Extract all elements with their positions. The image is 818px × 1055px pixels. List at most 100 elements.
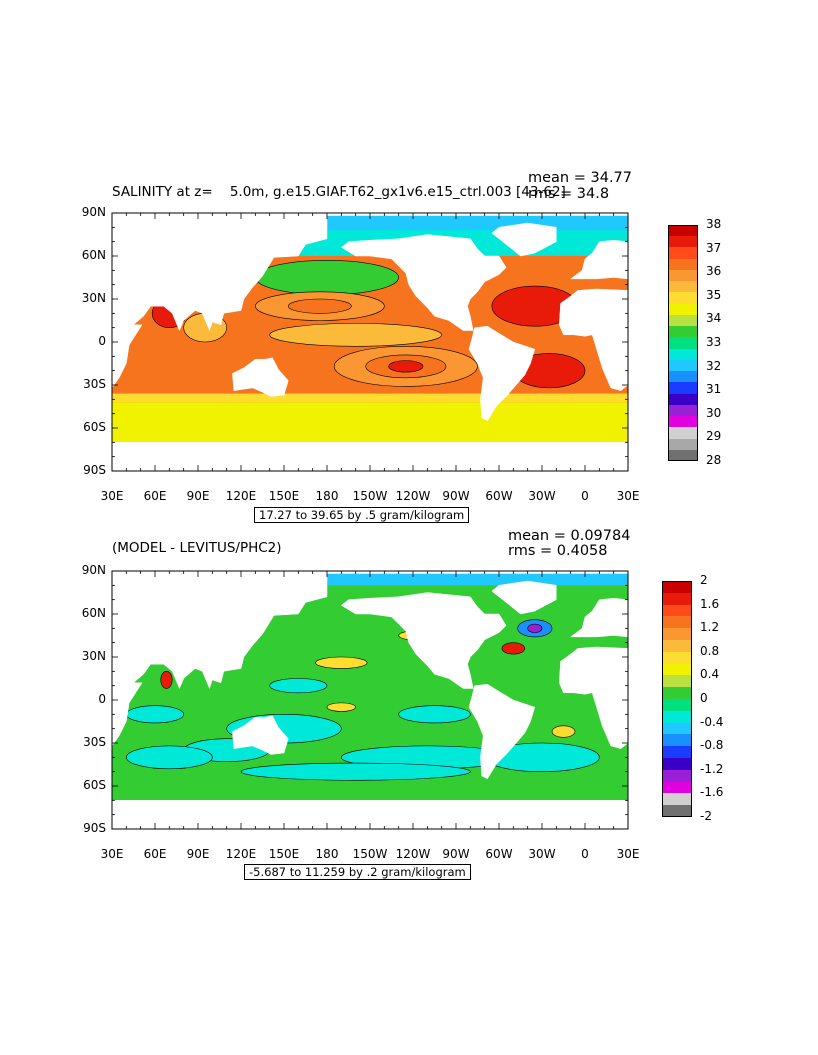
lon-tick-label: 120W — [395, 489, 431, 503]
colorbar-swatch — [668, 427, 698, 439]
mean-text: mean = 0.09784 — [508, 528, 631, 544]
colorbar-label: -0.4 — [700, 714, 724, 729]
difference-map — [111, 570, 629, 830]
lon-tick-label: 30E — [100, 489, 124, 503]
land-antarctica — [112, 442, 628, 471]
land-australia — [232, 715, 289, 755]
lon-tick-label: 60E — [143, 489, 167, 503]
colorbar-swatch — [668, 382, 698, 394]
lat-tick-label: 90N — [81, 563, 106, 577]
southern-ocean-band — [112, 402, 628, 450]
colorbar-label: 0.4 — [700, 667, 720, 682]
land-europeNW — [569, 597, 628, 638]
colorbar-label: -0.8 — [700, 738, 724, 753]
colorbar-label: 28 — [706, 453, 722, 467]
south-band — [112, 393, 628, 403]
colorbar-label: -1.2 — [700, 761, 724, 776]
lat-tick-label: 60N — [81, 248, 106, 262]
colorbar-label: 30 — [706, 405, 722, 420]
colorbar-swatch — [662, 746, 692, 758]
colorbar-label: 37 — [706, 240, 722, 255]
colorbar-swatch — [662, 758, 692, 770]
colorbar-swatch — [668, 393, 698, 405]
lon-tick-label: 120E — [225, 847, 257, 861]
colorbar-swatch — [668, 449, 698, 461]
lon-tick-label: 30E — [100, 847, 124, 861]
colorbar-swatch — [662, 651, 692, 664]
positive-anomaly — [551, 725, 576, 738]
colorbar-swatch — [662, 722, 692, 735]
strong-positive-anomaly — [160, 671, 173, 689]
north-pacific-low — [255, 259, 399, 296]
lon-tick-label: 90W — [442, 847, 470, 861]
lon-tick-label: 60E — [143, 847, 167, 861]
lon-tick-label: 150W — [352, 489, 388, 503]
negative-anomaly — [126, 745, 213, 770]
colorbar-label: 0.8 — [700, 643, 720, 658]
negative-anomaly — [240, 762, 471, 781]
negative-anomaly — [126, 705, 184, 724]
colorbar-swatch — [662, 769, 692, 782]
panel-title: (MODEL - LEVITUS/PHC2) — [112, 540, 282, 556]
land-europeNW — [569, 239, 628, 280]
panel-title: SALINITY at z= 5.0m, g.e15.GIAF.T62_gx1v… — [112, 184, 566, 200]
colorbar-label: 35 — [706, 287, 722, 302]
south-pacific-core — [388, 360, 424, 373]
lon-tick-label: 180 — [315, 489, 339, 503]
land-africaWest — [558, 288, 628, 391]
colorbar-swatch — [662, 793, 692, 806]
lon-tick-label: 150E — [268, 847, 300, 861]
colorbar-swatch — [668, 337, 698, 349]
north-pacific-core — [287, 298, 352, 314]
colorbar-swatch — [662, 616, 692, 629]
positive-anomaly — [315, 656, 368, 669]
colorbar-swatch — [668, 281, 698, 293]
lon-tick-label: 90E — [186, 847, 210, 861]
colorbar-swatch — [668, 416, 698, 428]
lat-tick-label: 30N — [81, 291, 106, 305]
colorbar-swatch — [662, 734, 692, 747]
colorbar-frame — [668, 225, 698, 461]
colorbar-label: 33 — [706, 335, 722, 349]
lon-tick-label: 0 — [581, 847, 589, 861]
strong-positive-anomaly — [501, 642, 526, 655]
colorbar-swatch — [662, 675, 692, 688]
land-northAmerica — [340, 234, 507, 331]
lon-tick-label: 150E — [268, 489, 300, 503]
colorbar-label: 32 — [706, 358, 722, 373]
contour-info-box: -5.687 to 11.259 by .2 gram/kilogram — [244, 864, 471, 880]
colorbar-swatch — [668, 236, 698, 248]
colorbar-swatch — [668, 359, 698, 372]
colorbar-swatch — [668, 438, 698, 450]
lat-tick-label: 0 — [98, 334, 106, 348]
colorbar-swatch — [662, 640, 692, 652]
land-antarctica — [112, 800, 628, 829]
colorbar-swatch — [668, 371, 698, 383]
salinity-map — [111, 212, 629, 472]
colorbar-label: -2 — [700, 809, 712, 823]
lon-tick-label: 90E — [186, 489, 210, 503]
colorbar-swatch — [668, 225, 698, 237]
colorbar-swatch — [668, 303, 698, 315]
colorbar-label: 38 — [706, 217, 722, 231]
lon-tick-label: 0 — [581, 489, 589, 503]
colorbar-swatch — [668, 326, 698, 338]
negative-anomaly — [398, 705, 471, 724]
colorbar-label: 1.2 — [700, 620, 720, 635]
colorbar-swatch — [668, 258, 698, 270]
contour-info-box: 17.27 to 39.65 by .5 gram/kilogram — [254, 507, 470, 523]
mean-text: mean = 34.77 — [528, 170, 632, 186]
lon-tick-label: 120W — [395, 847, 431, 861]
arctic-band — [112, 573, 628, 586]
land-southAmerica — [468, 683, 536, 780]
rms-text: rms = 0.4058 — [508, 543, 608, 559]
colorbar-swatch — [662, 628, 692, 640]
lat-tick-label: 90N — [81, 205, 106, 219]
rms-text: rms = 34.8 — [528, 186, 610, 202]
lat-tick-label: 60S — [83, 778, 106, 792]
colorbar-label: 29 — [706, 429, 722, 444]
lat-tick-label: 60N — [81, 606, 106, 620]
lon-tick-label: 30E — [616, 847, 640, 861]
lat-tick-label: 0 — [98, 692, 106, 706]
colorbar-swatch — [668, 348, 698, 360]
